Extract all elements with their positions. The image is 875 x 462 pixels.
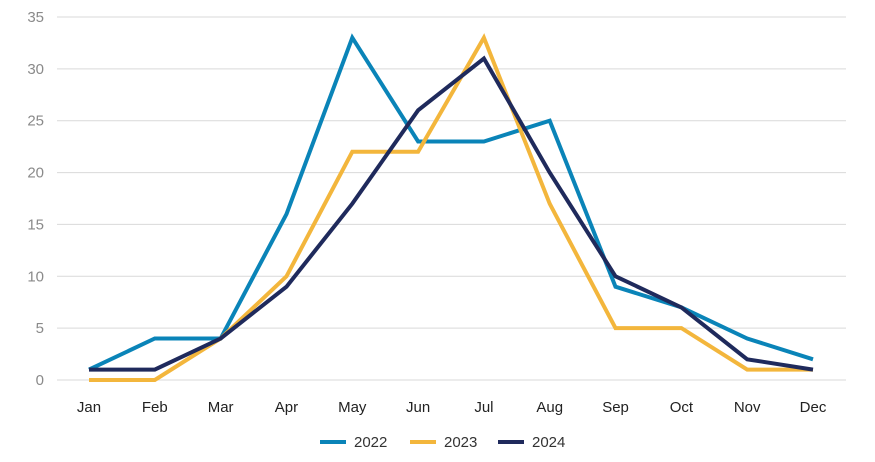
y-tick-label: 25: [27, 113, 44, 130]
y-tick-label: 5: [36, 320, 44, 337]
x-tick-label-apr: Apr: [275, 399, 298, 416]
series-line-2023: [89, 33, 813, 382]
series-line-2024: [89, 55, 814, 372]
series-lines: [88, 33, 814, 382]
gridlines: [57, 16, 846, 381]
x-tick-label-jul: Jul: [474, 399, 493, 416]
legend: 2022 2023 2024: [320, 434, 565, 451]
y-tick-label: 0: [36, 372, 44, 389]
x-tick-label-jan: Jan: [77, 399, 101, 416]
x-tick-label-sep: Sep: [602, 399, 629, 416]
legend-label-2023: 2023: [444, 434, 477, 451]
legend-item-2024: 2024: [498, 434, 565, 451]
x-tick-label-aug: Aug: [536, 399, 563, 416]
x-tick-label-may: May: [338, 399, 367, 416]
y-tick-label: 20: [27, 165, 44, 182]
x-tick-label-jun: Jun: [406, 399, 430, 416]
x-tick-label-nov: Nov: [734, 399, 761, 416]
y-tick-label: 10: [27, 268, 44, 285]
x-tick-label-oct: Oct: [670, 399, 694, 416]
x-tick-label-mar: Mar: [208, 399, 234, 416]
y-tick-label: 15: [27, 216, 44, 233]
legend-item-2022: 2022: [320, 434, 387, 451]
series-line-2022: [88, 33, 814, 372]
x-tick-label-feb: Feb: [142, 399, 168, 416]
y-tick-label: 30: [27, 61, 44, 78]
legend-item-2023: 2023: [410, 434, 477, 451]
y-axis-ticks: 0 5 10 15 20 25 30 35: [27, 9, 44, 389]
legend-label-2024: 2024: [532, 434, 565, 451]
y-tick-label: 35: [27, 9, 44, 26]
x-axis-ticks: Jan Feb Mar Apr May Jun Jul Aug Sep Oct Nov Dec: [77, 399, 827, 416]
x-tick-label-dec: Dec: [800, 399, 827, 416]
legend-label-2022: 2022: [354, 434, 387, 451]
